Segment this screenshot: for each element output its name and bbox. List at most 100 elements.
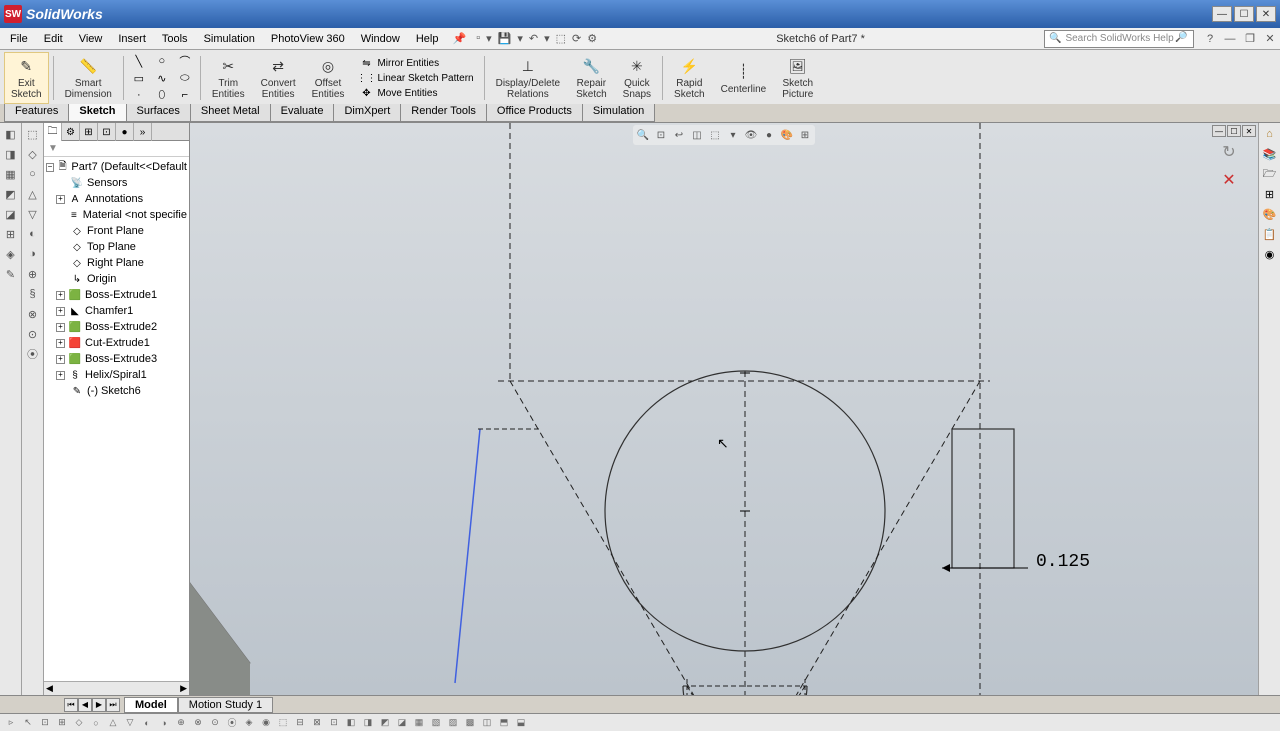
centerline-button[interactable]: ┊ Centerline	[714, 52, 774, 104]
sb-12-icon[interactable]: ⊗	[191, 716, 205, 730]
vt3-icon[interactable]: ▦	[2, 165, 20, 183]
spline-tool-icon[interactable]: ∿	[151, 70, 173, 86]
menu-tools[interactable]: Tools	[154, 31, 196, 47]
sb-2-icon[interactable]: ↖	[21, 716, 35, 730]
point-tool-icon[interactable]: ·	[128, 87, 150, 103]
rebuild-icon[interactable]: ⟳	[572, 32, 581, 45]
tab-sheetmetal[interactable]: Sheet Metal	[190, 104, 271, 122]
tab-sketch[interactable]: Sketch	[68, 104, 126, 122]
display-delete-button[interactable]: ⊥ Display/Delete Relations	[489, 52, 567, 104]
nav-next-icon[interactable]: ▶	[92, 698, 106, 712]
nav-last-icon[interactable]: ⏭	[106, 698, 120, 712]
tab-features[interactable]: Features	[4, 104, 69, 122]
vt2-10-icon[interactable]: ⊗	[24, 305, 42, 323]
trim-button[interactable]: ✂ Trim Entities	[205, 52, 252, 104]
menu-window[interactable]: Window	[353, 31, 408, 47]
sb-22-icon[interactable]: ◨	[361, 716, 375, 730]
help-icon[interactable]: ?	[1202, 31, 1218, 47]
tree-item[interactable]: ◇Top Plane	[44, 239, 189, 255]
tree-item[interactable]: +🟥Cut-Extrude1	[44, 335, 189, 351]
close-button[interactable]: ✕	[1256, 6, 1276, 22]
sb-7-icon[interactable]: △	[106, 716, 120, 730]
select-icon[interactable]: ⬚	[556, 32, 566, 45]
vt2-4-icon[interactable]: △	[24, 185, 42, 203]
restore-icon[interactable]: ❐	[1242, 31, 1258, 47]
sb-24-icon[interactable]: ◪	[395, 716, 409, 730]
maximize-button[interactable]: ☐	[1234, 6, 1254, 22]
tree-tab-dx-icon[interactable]: ⊡	[98, 123, 116, 141]
vt2-6-icon[interactable]: ◐	[24, 225, 42, 243]
vt2-icon[interactable]: ◨	[2, 145, 20, 163]
sb-1-icon[interactable]: ▹	[4, 716, 18, 730]
sb-26-icon[interactable]: ▧	[429, 716, 443, 730]
tree-item[interactable]: +🟩Boss-Extrude1	[44, 287, 189, 303]
dsight-icon[interactable]: ◉	[1261, 245, 1279, 263]
sb-23-icon[interactable]: ◩	[378, 716, 392, 730]
fillet-tool-icon[interactable]: ⌐	[174, 87, 196, 103]
tree-item[interactable]: +🟩Boss-Extrude3	[44, 351, 189, 367]
tab-office[interactable]: Office Products	[486, 104, 583, 122]
sb-27-icon[interactable]: ▨	[446, 716, 460, 730]
sb-15-icon[interactable]: ◈	[242, 716, 256, 730]
tree-scrollbar[interactable]: ◀▶	[44, 681, 189, 695]
menu-photoview[interactable]: PhotoView 360	[263, 31, 353, 47]
tree-item[interactable]: ✎(-) Sketch6	[44, 383, 189, 399]
search-input[interactable]: 🔍 Search SolidWorks Help 🔎	[1044, 30, 1194, 48]
open-icon[interactable]: ▾	[486, 32, 492, 45]
undo-icon[interactable]: ↶	[529, 32, 538, 45]
search-go-icon[interactable]: 🔎	[1175, 32, 1189, 46]
sb-4-icon[interactable]: ⊞	[55, 716, 69, 730]
nav-first-icon[interactable]: ⏮	[64, 698, 78, 712]
smart-dimension-button[interactable]: 📏 Smart Dimension	[58, 52, 119, 104]
arc-tool-icon[interactable]: ⌒	[174, 53, 196, 69]
vt2-3-icon[interactable]: ○	[24, 165, 42, 183]
sb-5-icon[interactable]: ◇	[72, 716, 86, 730]
sb-21-icon[interactable]: ◧	[344, 716, 358, 730]
repair-button[interactable]: 🔧 Repair Sketch	[569, 52, 614, 104]
move-button[interactable]: ✥Move Entities	[359, 86, 473, 100]
menu-simulation[interactable]: Simulation	[196, 31, 263, 47]
tree-tab-render-icon[interactable]: ●	[116, 123, 134, 141]
vt2-9-icon[interactable]: §	[24, 285, 42, 303]
vt2-7-icon[interactable]: ◑	[24, 245, 42, 263]
appearances-icon[interactable]: 🎨	[1261, 205, 1279, 223]
tab-dimxpert[interactable]: DimXpert	[333, 104, 401, 122]
vt2-12-icon[interactable]: ⦿	[24, 345, 42, 363]
sb-17-icon[interactable]: ⬚	[276, 716, 290, 730]
sb-9-icon[interactable]: ◐	[140, 716, 154, 730]
vt6-icon[interactable]: ⊞	[2, 225, 20, 243]
tree-filter[interactable]: ▼	[44, 141, 189, 157]
sb-11-icon[interactable]: ⊕	[174, 716, 188, 730]
sb-28-icon[interactable]: ▩	[463, 716, 477, 730]
tree-item[interactable]: +§Helix/Spiral1	[44, 367, 189, 383]
mirror-button[interactable]: ⇋Mirror Entities	[359, 56, 473, 70]
tree-tab-fm-icon[interactable]: 🗀	[44, 123, 62, 141]
redo-icon[interactable]: ▾	[544, 32, 550, 45]
tree-item[interactable]: 📡Sensors	[44, 175, 189, 191]
options-icon[interactable]: ⚙	[587, 32, 597, 45]
vt8-icon[interactable]: ✎	[2, 265, 20, 283]
tab-evaluate[interactable]: Evaluate	[270, 104, 335, 122]
sb-13-icon[interactable]: ⊙	[208, 716, 222, 730]
tree-item[interactable]: ◇Front Plane	[44, 223, 189, 239]
tree-tab-pm-icon[interactable]: ⚙	[62, 123, 80, 141]
vt2-8-icon[interactable]: ⊕	[24, 265, 42, 283]
tree-item[interactable]: +AAnnotations	[44, 191, 189, 207]
menu-insert[interactable]: Insert	[110, 31, 154, 47]
sb-25-icon[interactable]: ▦	[412, 716, 426, 730]
offset-button[interactable]: ◎ Offset Entities	[305, 52, 352, 104]
ellipse-tool-icon[interactable]: ⬯	[151, 87, 173, 103]
sb-6-icon[interactable]: ○	[89, 716, 103, 730]
menu-edit[interactable]: Edit	[36, 31, 71, 47]
sb-18-icon[interactable]: ⊟	[293, 716, 307, 730]
close2-icon[interactable]: ✕	[1262, 31, 1278, 47]
tree-tab-more-icon[interactable]: »	[134, 123, 152, 141]
tab-motion-study[interactable]: Motion Study 1	[178, 697, 273, 713]
orientation-triad[interactable]: Y Z	[220, 123, 1258, 655]
rapid-sketch-button[interactable]: ⚡ Rapid Sketch	[667, 52, 712, 104]
sb-3-icon[interactable]: ⊡	[38, 716, 52, 730]
nav-prev-icon[interactable]: ◀	[78, 698, 92, 712]
sb-16-icon[interactable]: ◉	[259, 716, 273, 730]
sb-14-icon[interactable]: ⦿	[225, 716, 239, 730]
vt2-5-icon[interactable]: ▽	[24, 205, 42, 223]
